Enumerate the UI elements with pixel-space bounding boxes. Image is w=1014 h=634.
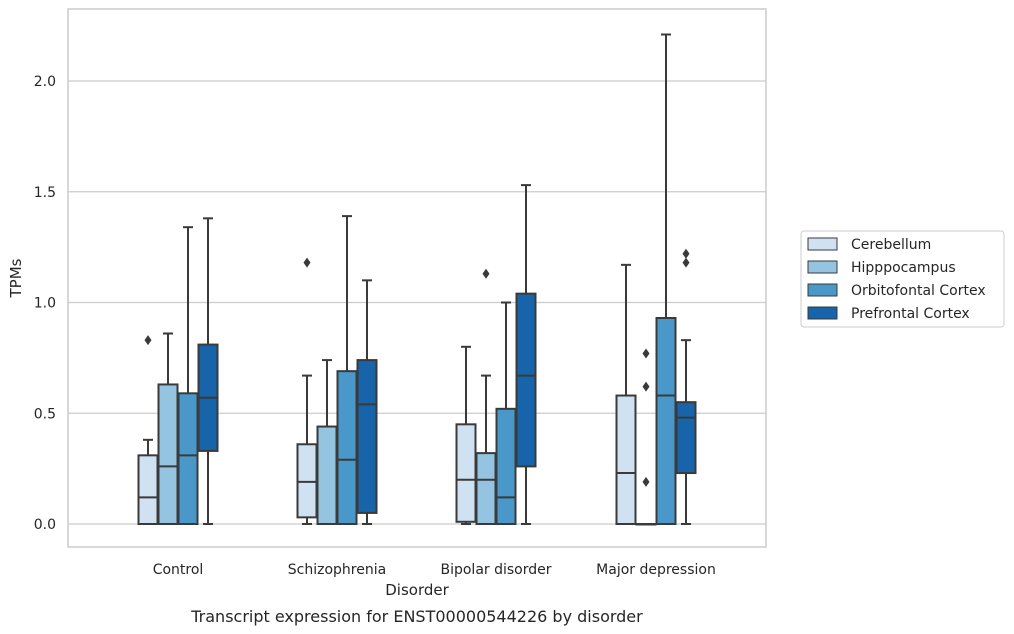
box-orbitofontal-cortex-control [177,226,199,525]
box-prefrontal-cortex-control [197,217,219,525]
outlier-point [642,381,650,392]
legend-swatch [807,306,838,320]
legend-swatch [807,237,838,251]
box-cerebellum-major-depression [615,263,637,525]
outlier-point [642,348,650,359]
box-cerebellum-control [137,335,159,525]
y-tick-labels: 0.0 0.5 1.0 1.5 2.0 [34,74,56,533]
box-iqr [177,392,199,525]
legend-label: Prefrontal Cortex [851,306,970,322]
y-tick-label: 2.0 [34,74,56,90]
box-iqr [336,370,358,526]
y-tick-label: 0.5 [34,406,56,422]
box-orbitofontal-cortex-major-depression [655,33,677,525]
plot-area-frame [67,8,767,548]
box-hipppocampus-bipolar-disorder [475,268,497,525]
box-orbitofontal-cortex-schizophrenia [336,215,358,526]
legend-label: Orbitofontal Cortex [851,283,986,299]
box-prefrontal-cortex-major-depression [675,248,697,525]
outlier-point [642,476,650,487]
chart-caption: Transcript expression for ENST0000054422… [190,607,643,626]
legend-swatch [807,283,838,297]
box-iqr [515,292,537,468]
box-iqr [615,394,637,525]
x-tick-label: Control [153,562,204,578]
box-hipppocampus-control [157,332,179,525]
box-cerebellum-bipolar-disorder [455,345,477,525]
x-axis-title: Disorder [385,581,449,599]
outlier-point [682,257,690,268]
x-tick-labels: Control Schizophrenia Bipolar disorder Majo… [153,562,716,578]
legend-swatch [807,260,838,274]
outlier-point [682,248,690,259]
outlier-point [482,268,490,279]
box-iqr [675,401,697,475]
y-tick-label: 1.5 [34,185,56,201]
y-tick-label: 1.0 [34,296,56,312]
outlier-point [303,257,311,268]
y-tick-label: 0.0 [34,517,56,533]
box-orbitofontal-cortex-bipolar-disorder [495,301,517,526]
box-iqr [655,317,677,525]
boxes [137,33,697,526]
box-iqr [356,359,378,514]
legend-frame [800,230,1005,328]
box-prefrontal-cortex-schizophrenia [356,279,378,525]
legend: Cerebellum Hipppocampus Orbitofontal Corte… [800,230,1005,328]
box-hipppocampus-schizophrenia [316,359,338,526]
box-cerebellum-schizophrenia [296,257,318,525]
box-iqr [455,423,477,523]
x-tick-label: Schizophrenia [288,562,386,578]
box-iqr [495,407,517,526]
outlier-point [144,335,152,346]
box-hipppocampus-major-depression [635,348,657,526]
legend-label: Cerebellum [851,237,931,253]
box-prefrontal-cortex-bipolar-disorder [515,184,537,525]
box-iqr [316,425,338,526]
box-iqr [137,454,159,525]
x-tick-label: Major depression [596,562,716,578]
x-tick-label: Bipolar disorder [440,562,551,578]
y-axis-title: TPMs [7,258,25,298]
box-iqr [475,452,497,525]
legend-label: Hipppocampus [851,260,956,276]
box-iqr [157,383,179,525]
box-iqr [296,443,318,519]
